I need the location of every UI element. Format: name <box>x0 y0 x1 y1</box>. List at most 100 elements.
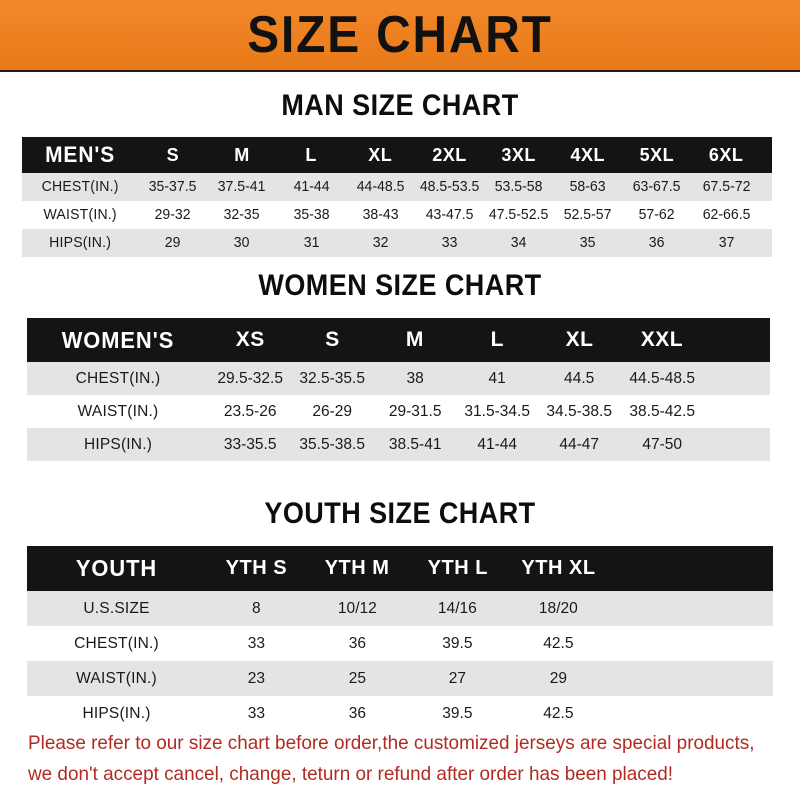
women-cell-0-4: 44.5 <box>564 369 595 387</box>
men-size-header-4: 2XL <box>432 144 467 165</box>
women-header-row: WOMEN'S XS S M L XL XXL <box>27 318 770 362</box>
table-row: CHEST(IN.) 35-37.5 37.5-41 41-44 44-48.5 48.5… <box>22 173 772 201</box>
men-cell-0-0: 35-37.5 <box>148 179 197 195</box>
men-cell-1-4: 43-47.5 <box>425 207 474 223</box>
youth-row-spacer <box>611 661 770 696</box>
youth-cell-0-2: 14/16 <box>438 599 478 617</box>
women-cell-1-2: 29-31.5 <box>388 402 442 420</box>
women-cell-1-0: 23.5-26 <box>223 402 277 420</box>
youth-cell-2-0: 23 <box>247 669 266 687</box>
youth-cell-2-2: 27 <box>449 669 467 687</box>
men-size-header-0: S <box>166 144 180 165</box>
youth-cell-3-0: 33 <box>247 704 266 722</box>
women-table-body: WOMEN'S XS S M L XL XXL CHEST(IN.) 29.5-32.5 32.5… <box>27 318 770 461</box>
men-size-header-5: 3XL <box>501 144 536 165</box>
women-cell-2-3: 41-44 <box>477 435 518 453</box>
women-size-header-0: XS <box>235 328 265 351</box>
youth-cell-0-0: 8 <box>252 599 261 617</box>
youth-cell-3-2: 39.5 <box>442 704 473 722</box>
women-cell-2-1: 35.5-38.5 <box>299 435 366 453</box>
men-cell-0-8: 67.5-72 <box>702 179 750 195</box>
table-row: WAIST(IN.) 29-32 32-35 35-38 38-43 43-47.5 47.… <box>22 201 772 229</box>
women-cell-2-0: 33-35.5 <box>223 435 277 453</box>
men-cell-2-4: 33 <box>441 235 458 251</box>
women-table: WOMEN'S XS S M L XL XXL CHEST(IN.) 29.5-32.5 32.5… <box>27 318 770 461</box>
men-cell-1-8: 62-66.5 <box>702 207 750 223</box>
youth-section-title: YOUTH SIZE CHART <box>264 497 536 530</box>
women-header-label: WOMEN'S <box>61 326 175 353</box>
women-cell-2-5: 47-50 <box>642 435 682 453</box>
youth-row-label-2: WAIST(IN.) <box>76 669 157 687</box>
table-row: HIPS(IN.) 33 36 39.5 42.5 <box>27 696 773 731</box>
men-size-header-8: 6XL <box>708 144 744 165</box>
men-row-label-1: WAIST(IN.) <box>43 207 117 223</box>
men-cell-0-7: 63-67.5 <box>633 179 681 195</box>
women-size-header-5: XXL <box>640 328 684 351</box>
women-row-label-0: CHEST(IN.) <box>75 369 161 387</box>
men-header-spacer <box>761 137 772 173</box>
men-cell-0-1: 37.5-41 <box>218 179 266 195</box>
men-row-spacer <box>761 201 772 229</box>
women-size-header-4: XL <box>565 328 594 351</box>
youth-cell-1-2: 39.5 <box>442 634 473 652</box>
youth-size-header-1: YTH M <box>324 557 390 579</box>
youth-size-header-0: YTH S <box>225 557 288 579</box>
men-cell-1-1: 32-35 <box>223 207 260 223</box>
youth-cell-1-3: 42.5 <box>543 634 574 652</box>
youth-cell-2-1: 25 <box>348 669 366 687</box>
men-header-row: MEN'S S M L XL 2XL 3XL 4XL 5XL 6XL <box>22 137 772 173</box>
men-header-label: MEN'S <box>45 142 116 167</box>
youth-header-spacer <box>609 546 773 591</box>
women-cell-1-4: 34.5-38.5 <box>546 402 613 420</box>
men-cell-1-0: 29-32 <box>154 207 191 223</box>
page-banner: SIZE CHART <box>0 0 800 72</box>
women-cell-0-5: 44.5-48.5 <box>629 369 695 387</box>
youth-row-label-3: HIPS(IN.) <box>82 704 151 722</box>
women-cell-1-1: 26-29 <box>312 402 353 420</box>
table-row: WAIST(IN.) 23.5-26 26-29 29-31.5 31.5-34.5 34… <box>27 395 770 428</box>
women-cell-1-5: 38.5-42.5 <box>629 402 695 420</box>
men-size-table: MEN'S S M L XL 2XL 3XL 4XL 5XL 6XL CHEST(IN.) 35-37… <box>22 137 772 257</box>
youth-row-label-1: CHEST(IN.) <box>74 634 159 652</box>
women-row-spacer <box>704 428 769 461</box>
youth-table: YOUTH YTH S YTH M YTH L YTH XL U.S.SIZE 8 10/12… <box>27 546 773 731</box>
men-table-body: MEN'S S M L XL 2XL 3XL 4XL 5XL 6XL CHEST(IN.) 35-37… <box>22 137 772 257</box>
men-cell-2-6: 35 <box>579 235 596 251</box>
note-line: Please refer to our size chart before or… <box>28 732 755 754</box>
youth-row-spacer <box>611 696 770 731</box>
men-table: MEN'S S M L XL 2XL 3XL 4XL 5XL 6XL CHEST(IN.) 35-37… <box>22 137 772 257</box>
women-row-spacer <box>704 362 769 395</box>
youth-header-row: YOUTH YTH S YTH M YTH L YTH XL <box>27 546 773 591</box>
women-cell-1-3: 31.5-34.5 <box>464 402 531 420</box>
women-size-header-3: L <box>490 328 504 351</box>
women-section-title: WOMEN SIZE CHART <box>258 269 542 302</box>
youth-cell-3-1: 36 <box>348 704 366 722</box>
women-row-label-2: HIPS(IN.) <box>83 435 153 453</box>
men-cell-2-7: 36 <box>649 235 665 251</box>
table-row: HIPS(IN.) 29 30 31 32 33 34 35 36 37 <box>22 229 772 257</box>
women-cell-2-4: 44-47 <box>559 435 600 453</box>
table-row: CHEST(IN.) 29.5-32.5 32.5-35.5 38 41 44.5 44.5… <box>27 362 770 395</box>
youth-cell-0-3: 18/20 <box>539 599 578 617</box>
women-cell-2-2: 38.5-41 <box>388 435 442 453</box>
men-size-header-1: M <box>234 144 250 165</box>
men-size-header-7: 5XL <box>639 144 675 165</box>
men-cell-2-2: 31 <box>303 235 319 251</box>
men-cell-0-3: 44-48.5 <box>356 179 405 195</box>
youth-header-label: YOUTH <box>75 555 158 581</box>
men-cell-1-6: 52.5-57 <box>563 207 612 223</box>
youth-cell-3-3: 42.5 <box>543 704 574 722</box>
men-row-label-0: CHEST(IN.) <box>41 179 119 195</box>
men-cell-1-2: 35-38 <box>293 207 330 223</box>
men-cell-0-5: 53.5-58 <box>494 179 543 195</box>
women-size-header-2: M <box>405 328 424 351</box>
women-header-spacer <box>703 318 770 362</box>
men-cell-2-1: 30 <box>234 235 250 251</box>
order-policy-note: Please refer to our size chart before or… <box>28 728 757 790</box>
men-cell-2-3: 32 <box>372 235 389 251</box>
youth-cell-1-1: 36 <box>348 634 366 652</box>
men-size-header-3: XL <box>368 144 393 165</box>
youth-size-header-3: YTH XL <box>521 557 596 579</box>
youth-size-table: YOUTH YTH S YTH M YTH L YTH XL U.S.SIZE 8 10/12… <box>27 546 773 731</box>
